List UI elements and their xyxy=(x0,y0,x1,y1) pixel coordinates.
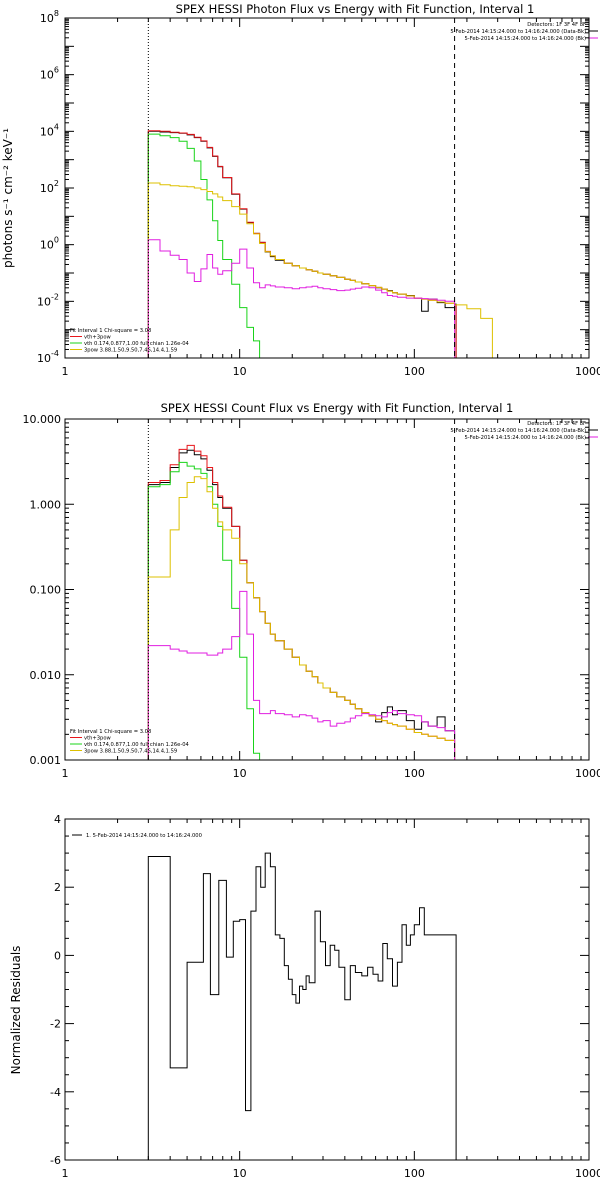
photon-detectors-label: Detectors: 1F 3F 4F 8F xyxy=(527,22,586,28)
residual-ytick-label: 2 xyxy=(54,881,61,894)
count-legend-vth3pow: vth+3pow xyxy=(84,736,112,742)
count-fit-interval-label: Fit Interval 1 Chi-square = 3.08 xyxy=(70,729,151,735)
photon-series-bk xyxy=(147,239,457,358)
photon-legend-3pow: 3pow 3.88,1.50,9.50,7.46,14.4,1.59 xyxy=(84,348,177,354)
count-databk-label: 5-Feb-2014 14:15:24.000 to 14:16:24.000 … xyxy=(450,428,586,434)
photon-xtick-label: 100 xyxy=(404,365,425,378)
photon-legend-vth3pow: vth+3pow xyxy=(84,335,112,341)
photon-ytick-label: 108 xyxy=(40,9,59,25)
photon-flux-ylabel: photons s⁻¹ cm⁻² keV⁻¹ xyxy=(1,128,15,268)
count-xtick-label: 1000 xyxy=(575,767,600,780)
count-detectors-label: Detectors: 1F 3F 4F 8F xyxy=(527,421,586,427)
photon-fit-interval-label: Fit Interval 1 Chi-square = 3.08 xyxy=(70,328,151,334)
count-xtick-label: 10 xyxy=(233,767,247,780)
count-ytick-label: 0.100 xyxy=(30,584,62,597)
residuals-legend-label: 1. 5-Feb-2014 14:15:24.000 to 14:16:24.0… xyxy=(86,833,202,839)
residual-xtick-label: 10 xyxy=(233,1167,247,1180)
count-bk-label: 5-Feb-2014 14:15:24.000 to 14:16:24.000 … xyxy=(464,435,586,441)
photon-databk-label: 5-Feb-2014 14:15:24.000 to 14:16:24.000 … xyxy=(450,29,586,35)
photon-ytick-label: 104 xyxy=(40,122,59,138)
photon-ytick-label: 102 xyxy=(40,179,59,195)
count-series-3pow xyxy=(147,476,457,760)
count-series-bk xyxy=(147,590,457,760)
count-flux-title: SPEX HESSI Count Flux vs Energy with Fit… xyxy=(161,401,514,415)
count-ytick-label: 0.010 xyxy=(30,669,62,682)
residual-ytick-label: 0 xyxy=(54,949,61,962)
photon-series-vth xyxy=(147,133,267,358)
count-xtick-label: 1 xyxy=(62,767,69,780)
count-flux-panel: SPEX HESSI Count Flux vs Energy with Fit… xyxy=(23,401,600,780)
residual-ytick-label: -4 xyxy=(50,1086,61,1099)
residual-ytick-label: -2 xyxy=(50,1018,61,1031)
photon-xtick-label: 1 xyxy=(62,365,69,378)
count-series-vth xyxy=(147,461,277,760)
photon-bk-label: 5-Feb-2014 14:15:24.000 to 14:16:24.000 … xyxy=(464,36,586,42)
count-ytick-label: 0.001 xyxy=(30,754,62,767)
residual-series-1-5-feb-2014-14-15-24-000-to-14-16-24-000 xyxy=(147,852,457,1160)
count-legend-vth: vth 0.174,0.877,1.00 full chian 1.26e-04 xyxy=(84,742,189,748)
photon-legend-vth: vth 0.174,0.877,1.00 full chian 1.26e-04 xyxy=(84,341,189,347)
photon-ytick-label: 10-4 xyxy=(37,349,59,365)
residual-ytick-label: -6 xyxy=(50,1154,61,1167)
residual-xtick-label: 100 xyxy=(404,1167,425,1180)
photon-xtick-label: 1000 xyxy=(575,365,600,378)
photon-ytick-label: 106 xyxy=(40,66,59,82)
count-ytick-label: 10.000 xyxy=(23,413,62,426)
count-xtick-label: 100 xyxy=(404,767,425,780)
count-ytick-label: 1.000 xyxy=(30,498,62,511)
residuals-panel: Normalized Residuals 1. 5-Feb-2014 14:15… xyxy=(9,813,600,1180)
residuals-ylabel: Normalized Residuals xyxy=(9,946,23,1075)
photon-ytick-label: 10-2 xyxy=(37,292,59,308)
count-legend-3pow: 3pow 3.88,1.50,9.50,7.46,14.4,1.59 xyxy=(84,749,177,755)
residual-ytick-label: 4 xyxy=(54,813,61,826)
photon-flux-title: SPEX HESSI Photon Flux vs Energy with Fi… xyxy=(176,2,535,16)
photon-ytick-label: 100 xyxy=(40,236,59,252)
residual-xtick-label: 1 xyxy=(62,1167,69,1180)
residual-xtick-label: 1000 xyxy=(575,1167,600,1180)
photon-xtick-label: 10 xyxy=(233,365,247,378)
photon-flux-panel: SPEX HESSI Photon Flux vs Energy with Fi… xyxy=(1,2,600,378)
